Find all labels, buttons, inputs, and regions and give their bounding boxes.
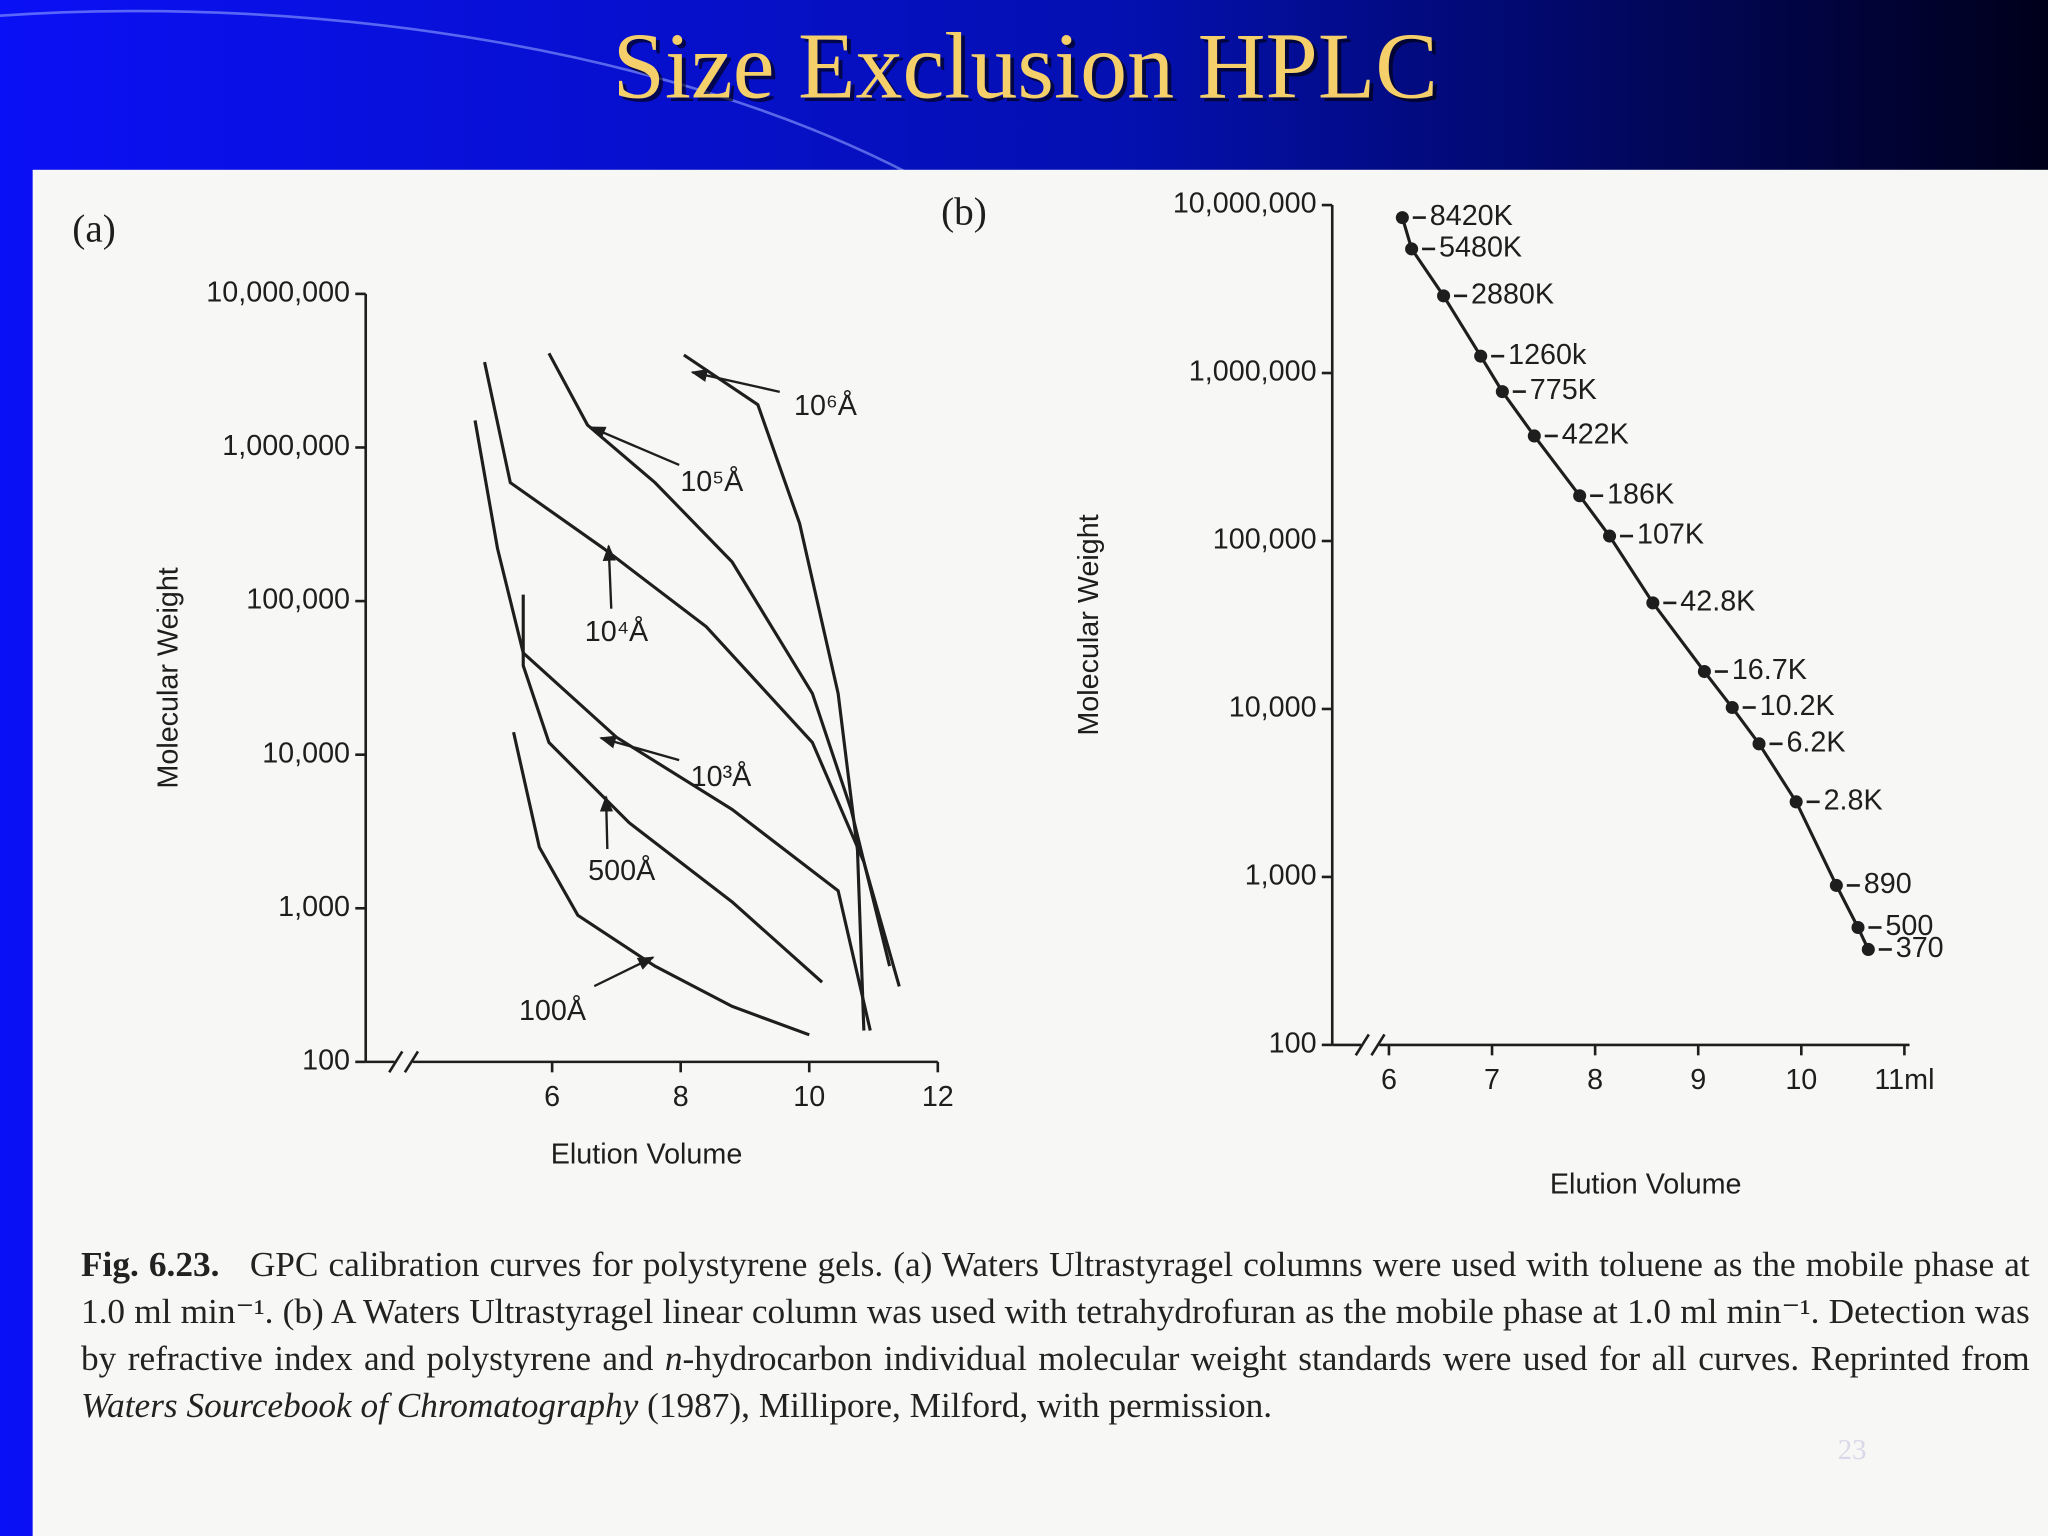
y-tick-label: 1,000,000 <box>222 430 350 462</box>
slide-title: Size Exclusion HPLC <box>613 14 1438 118</box>
standard-point <box>1752 737 1766 751</box>
curve-arrow <box>599 735 680 762</box>
y-tick-label: 10,000,000 <box>206 276 350 308</box>
x-tick-label: 8 <box>1587 1064 1603 1096</box>
panel-label: (b) <box>941 190 987 233</box>
standard-point <box>1437 289 1451 303</box>
data-label: 186K <box>1607 478 1674 510</box>
standard-point <box>1395 211 1409 225</box>
y-tick-label: 10,000,000 <box>1173 188 1317 220</box>
y-tick-label: 1,000 <box>1245 860 1317 892</box>
curve-label: 100Å <box>519 994 587 1027</box>
data-label: 370 <box>1896 932 1944 964</box>
standard-point <box>1725 700 1739 715</box>
data-label: 16.7K <box>1732 654 1807 686</box>
y-tick-label: 100 <box>302 1044 350 1076</box>
y-tick-label: 1,000,000 <box>1189 356 1317 388</box>
x-tick-label: 8 <box>673 1081 689 1113</box>
standard-point <box>1573 489 1587 503</box>
standard-point <box>1603 529 1617 543</box>
curve-arrow <box>690 369 781 393</box>
standard-point <box>1495 385 1509 399</box>
x-tick-label: 11ml <box>1874 1064 1934 1096</box>
x-tick-label: 12 <box>922 1081 954 1113</box>
standard-point <box>1697 665 1711 679</box>
x-tick-label: 6 <box>544 1081 560 1113</box>
x-tick-label: 10 <box>793 1081 825 1113</box>
swoosh <box>0 9 915 178</box>
y-tick-label: 100 <box>1269 1027 1317 1059</box>
calibration-curve <box>683 353 866 1031</box>
data-label: 10.2K <box>1760 690 1835 722</box>
standard-point <box>1829 878 1843 892</box>
caption-text: (1987), Millipore, Milford, with permiss… <box>638 1385 1273 1425</box>
y-tick-label: 10,000 <box>1229 692 1317 724</box>
y-tick-label: 1,000 <box>278 891 350 923</box>
standard-point <box>1646 596 1660 610</box>
caption-text: GPC calibration curves for polystyrene g… <box>80 1244 2030 1378</box>
data-label: 422K <box>1562 419 1629 451</box>
caption-text: -hydrocarbon individual molecular weight… <box>682 1338 2030 1378</box>
data-label: 775K <box>1530 374 1597 406</box>
x-tick-label: 6 <box>1381 1064 1397 1096</box>
data-label: 6.2K <box>1786 726 1845 758</box>
curve-arrow <box>602 544 616 609</box>
caption: Fig. 6.23. GPC calibration curves for po… <box>81 1241 2030 1429</box>
y-tick-label: 10,000 <box>262 737 350 769</box>
axis-break <box>1354 1033 1386 1057</box>
data-label: 1260k <box>1508 339 1587 371</box>
figure-panel <box>32 169 2048 1536</box>
calibration-curve <box>512 731 810 1037</box>
y-axis-label: Molecular Weight <box>152 567 184 788</box>
curve-label: 10⁴Å <box>585 615 649 648</box>
x-tick-label: 10 <box>1785 1064 1817 1096</box>
standard-point <box>1789 795 1803 809</box>
x-axis-label: Elution Volume <box>1550 1169 1742 1201</box>
caption-text: n <box>664 1338 683 1378</box>
data-label: 8420K <box>1430 200 1513 232</box>
x-tick-label: 9 <box>1690 1064 1706 1096</box>
curve-arrow <box>588 426 680 467</box>
charts: (a) Molecular Weight Elution Volume 10,000,… <box>72 188 1943 1201</box>
calibration-line <box>1400 217 1870 951</box>
data-label: 2880K <box>1471 278 1554 310</box>
standard-point <box>1851 920 1865 935</box>
caption-label: Fig. 6.23. <box>80 1244 220 1284</box>
axis-break <box>388 1050 420 1074</box>
standard-point <box>1861 942 1875 956</box>
curve-label: 10⁶Å <box>794 389 858 422</box>
data-label: 107K <box>1637 519 1704 551</box>
standard-point <box>1474 349 1488 363</box>
y-tick-label: 100,000 <box>246 584 350 616</box>
data-label: 2.8K <box>1824 784 1883 816</box>
slide-number: 23 <box>1838 1434 1867 1466</box>
x-tick-label: 7 <box>1484 1064 1500 1096</box>
curve-arrow <box>599 795 613 850</box>
standard-point <box>1527 429 1541 443</box>
data-label: 500 <box>1885 910 1933 942</box>
y-axis-label: Molecular Weight <box>1073 514 1105 735</box>
data-label: 42.8K <box>1680 585 1755 617</box>
x-axis-label: Elution Volume <box>551 1139 743 1171</box>
data-label: 890 <box>1864 868 1912 900</box>
curve-label: 10⁵Å <box>680 465 744 498</box>
standard-point <box>1405 242 1419 256</box>
curve-label: 500Å <box>588 854 656 887</box>
panel-label: (a) <box>72 207 115 250</box>
curve-label: 10³Å <box>691 760 753 793</box>
title-shadow: Size Exclusion HPLC <box>617 18 1442 122</box>
caption-text: Waters Sourcebook of Chromatography <box>80 1385 639 1425</box>
y-tick-label: 100,000 <box>1213 524 1317 556</box>
caption-box: Fig. 6.23. GPC calibration curves for po… <box>81 1241 2030 1429</box>
data-label: 5480K <box>1439 232 1522 264</box>
curve-arrow <box>593 956 655 988</box>
